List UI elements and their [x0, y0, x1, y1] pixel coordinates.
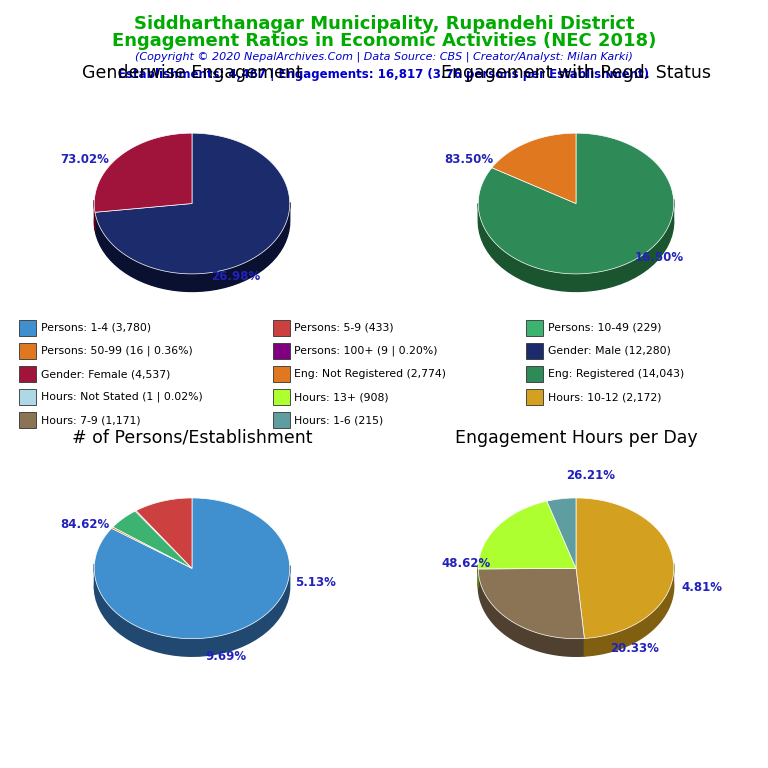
Text: Hours: 13+ (908): Hours: 13+ (908) [294, 392, 389, 402]
Text: 5.13%: 5.13% [295, 577, 336, 590]
Text: 26.21%: 26.21% [566, 469, 615, 482]
Text: 73.02%: 73.02% [60, 153, 109, 166]
Polygon shape [111, 527, 192, 568]
Text: Persons: 10-49 (229): Persons: 10-49 (229) [548, 323, 661, 333]
Polygon shape [478, 200, 674, 292]
Text: Persons: 1-4 (3,780): Persons: 1-4 (3,780) [41, 323, 151, 333]
Polygon shape [113, 511, 192, 568]
Text: 83.50%: 83.50% [444, 153, 493, 166]
Text: 9.69%: 9.69% [206, 650, 247, 663]
Polygon shape [136, 498, 192, 568]
Text: Persons: 5-9 (433): Persons: 5-9 (433) [294, 323, 394, 333]
Text: Hours: 1-6 (215): Hours: 1-6 (215) [294, 415, 383, 425]
Text: Establishments: 4,467 | Engagements: 16,817 (3.76 persons per Establishment): Establishments: 4,467 | Engagements: 16,… [118, 68, 650, 81]
Text: 48.62%: 48.62% [441, 557, 490, 570]
Text: Eng: Not Registered (2,774): Eng: Not Registered (2,774) [294, 369, 446, 379]
Text: Genderwise Engagement: Genderwise Engagement [81, 65, 303, 82]
Text: 4.81%: 4.81% [681, 581, 723, 594]
Text: 26.98%: 26.98% [211, 270, 260, 283]
Text: Eng: Registered (14,043): Eng: Registered (14,043) [548, 369, 684, 379]
Text: Engagement Ratios in Economic Activities (NEC 2018): Engagement Ratios in Economic Activities… [112, 32, 656, 50]
Polygon shape [95, 133, 290, 274]
Polygon shape [576, 498, 674, 638]
Polygon shape [95, 203, 290, 292]
Polygon shape [478, 569, 584, 657]
Polygon shape [94, 498, 290, 639]
Polygon shape [94, 564, 290, 657]
Text: Persons: 50-99 (16 | 0.36%): Persons: 50-99 (16 | 0.36%) [41, 346, 193, 356]
Polygon shape [584, 564, 674, 656]
Polygon shape [478, 568, 584, 639]
Polygon shape [478, 133, 674, 274]
Text: Engagement Hours per Day: Engagement Hours per Day [455, 429, 697, 447]
Text: Persons: 100+ (9 | 0.20%): Persons: 100+ (9 | 0.20%) [294, 346, 438, 356]
Text: Hours: Not Stated (1 | 0.02%): Hours: Not Stated (1 | 0.02%) [41, 392, 203, 402]
Polygon shape [547, 498, 576, 568]
Polygon shape [478, 502, 576, 569]
Polygon shape [492, 133, 576, 204]
Text: (Copyright © 2020 NepalArchives.Com | Data Source: CBS | Creator/Analyst: Milan : (Copyright © 2020 NepalArchives.Com | Da… [135, 51, 633, 62]
Polygon shape [94, 133, 192, 212]
Text: Siddharthanagar Municipality, Rupandehi District: Siddharthanagar Municipality, Rupandehi … [134, 15, 634, 33]
Text: 20.33%: 20.33% [611, 642, 659, 655]
Text: 84.62%: 84.62% [60, 518, 109, 531]
Text: 16.50%: 16.50% [634, 251, 684, 263]
Polygon shape [135, 511, 192, 568]
Text: Hours: 10-12 (2,172): Hours: 10-12 (2,172) [548, 392, 661, 402]
Text: Engagement with Regd. Status: Engagement with Regd. Status [441, 65, 711, 82]
Text: Hours: 7-9 (1,171): Hours: 7-9 (1,171) [41, 415, 141, 425]
Text: Gender: Male (12,280): Gender: Male (12,280) [548, 346, 670, 356]
Text: # of Persons/Establishment: # of Persons/Establishment [71, 429, 313, 447]
Text: Gender: Female (4,537): Gender: Female (4,537) [41, 369, 170, 379]
